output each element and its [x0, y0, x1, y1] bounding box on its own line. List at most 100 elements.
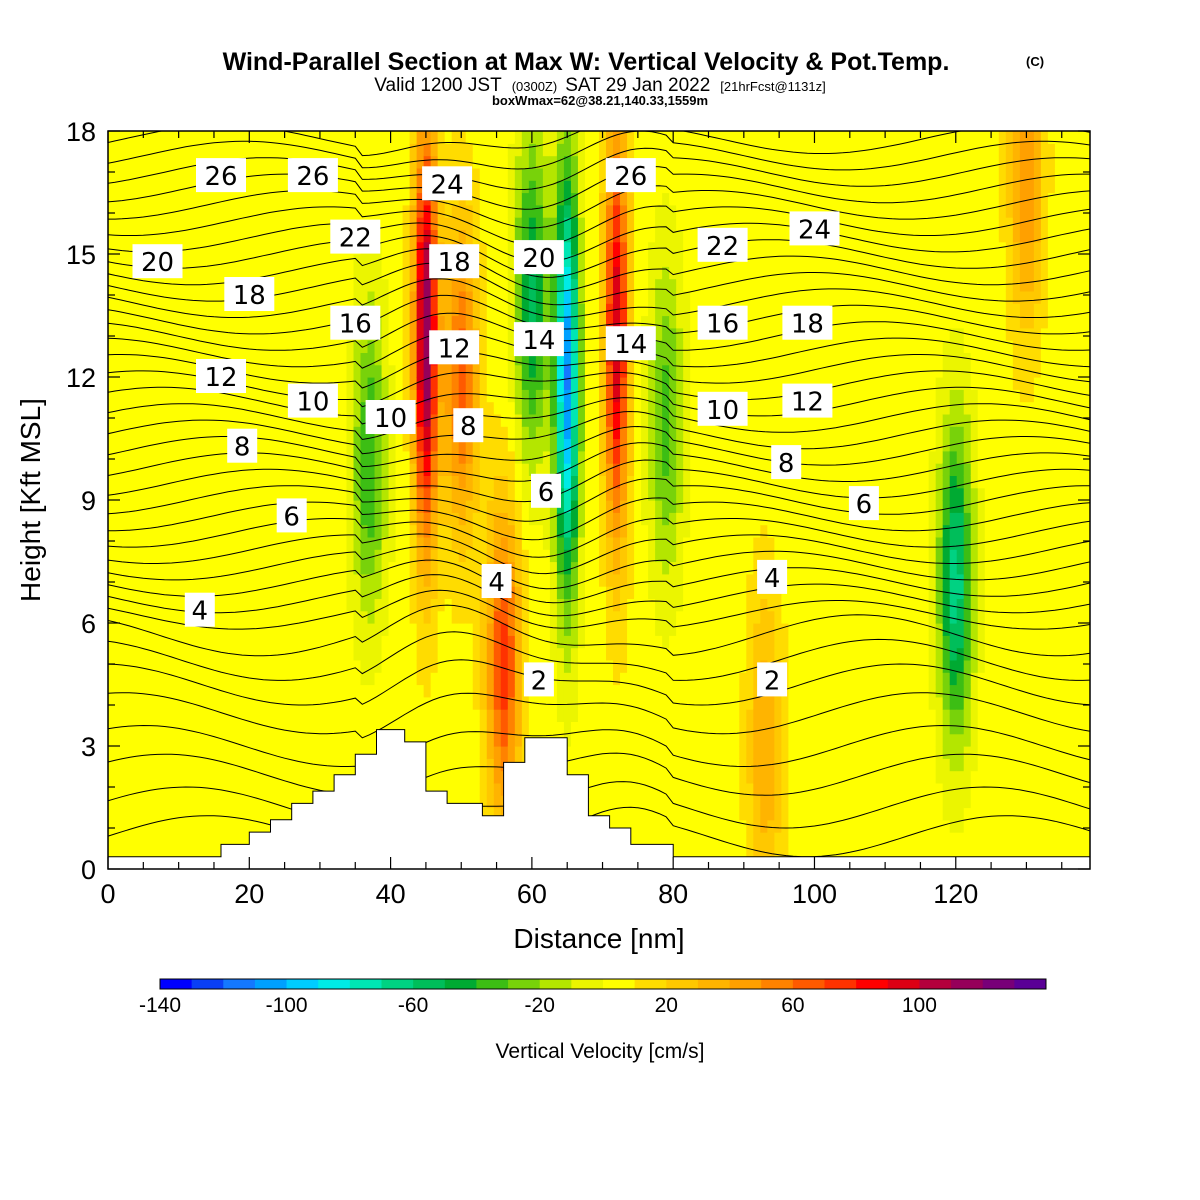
velocity-cell [171, 315, 179, 329]
velocity-cell [620, 512, 628, 526]
velocity-cell [220, 352, 228, 366]
velocity-cell [367, 586, 376, 599]
velocity-cell [136, 733, 144, 747]
velocity-cell [129, 746, 137, 759]
velocity-cell [591, 303, 600, 317]
velocity-cell [269, 647, 277, 661]
velocity-cell [591, 573, 600, 587]
velocity-cell [297, 561, 305, 575]
velocity-cell [108, 746, 116, 759]
velocity-cell [269, 598, 277, 612]
velocity-cell [606, 364, 614, 378]
velocity-cell [339, 758, 348, 772]
velocity-cell [437, 733, 446, 747]
velocity-cell [339, 487, 348, 501]
velocity-cell [641, 807, 649, 821]
velocity-cell [157, 413, 165, 427]
velocity-cell [683, 623, 691, 636]
velocity-cell [367, 389, 376, 403]
velocity-cell [304, 327, 313, 341]
velocity-cell [451, 610, 460, 624]
velocity-cell [115, 758, 123, 772]
velocity-cell [108, 500, 116, 513]
velocity-cell [283, 204, 291, 218]
velocity-cell [388, 303, 397, 317]
velocity-cell [367, 131, 376, 144]
velocity-cell [115, 241, 123, 255]
velocity-cell [234, 647, 242, 661]
velocity-cell [676, 303, 684, 317]
velocity-cell [563, 561, 572, 575]
velocity-cell [185, 832, 193, 845]
velocity-cell [164, 204, 172, 218]
velocity-cell [185, 241, 193, 255]
velocity-cell [613, 192, 621, 206]
velocity-cell [374, 512, 383, 526]
velocity-cell [325, 303, 334, 317]
velocity-cell [423, 610, 432, 624]
velocity-cell [171, 549, 179, 563]
velocity-cell [353, 413, 362, 427]
velocity-cell [514, 426, 523, 440]
velocity-cell [655, 254, 663, 267]
velocity-cell [185, 167, 193, 181]
velocity-cell [423, 340, 432, 353]
velocity-cell [332, 278, 341, 292]
velocity-cell [395, 254, 404, 267]
velocity-cell [521, 463, 530, 476]
velocity-cell [627, 450, 635, 464]
velocity-cell [507, 524, 516, 538]
velocity-cell [472, 377, 481, 390]
velocity-cell [472, 758, 481, 772]
velocity-cell [549, 217, 558, 230]
velocity-cell [676, 500, 684, 513]
velocity-cell [360, 623, 369, 636]
velocity-cell [143, 684, 151, 698]
velocity-cell [620, 598, 628, 612]
velocity-cell [304, 721, 313, 735]
velocity-cell [283, 241, 291, 255]
velocity-cell [136, 450, 144, 464]
velocity-cell [108, 315, 116, 329]
velocity-cell [199, 290, 207, 304]
velocity-cell [164, 364, 172, 378]
velocity-cell [500, 377, 509, 390]
velocity-cell [248, 487, 256, 501]
velocity-cell [339, 290, 348, 304]
velocity-cell [178, 807, 186, 821]
velocity-cell [395, 266, 404, 280]
velocity-cell [528, 401, 537, 415]
velocity-cell [437, 758, 446, 772]
velocity-cell [290, 647, 298, 661]
velocity-cell [346, 709, 355, 722]
velocity-cell [662, 229, 670, 243]
velocity-cell [332, 684, 341, 698]
velocity-cell [514, 610, 523, 624]
velocity-cell [486, 512, 495, 526]
velocity-cell [514, 352, 523, 366]
velocity-cell [136, 278, 144, 292]
velocity-cell [577, 266, 586, 280]
velocity-cell [227, 795, 235, 809]
velocity-cell [332, 672, 341, 686]
velocity-cell [676, 401, 684, 415]
velocity-cell [570, 672, 579, 686]
velocity-cell [220, 672, 228, 686]
velocity-cell [136, 524, 144, 538]
velocity-cell [325, 586, 334, 599]
velocity-cell [269, 549, 277, 563]
velocity-cell [472, 709, 481, 722]
velocity-cell [669, 659, 677, 673]
velocity-cell [584, 364, 593, 378]
velocity-cell [388, 500, 397, 513]
velocity-cell [500, 598, 509, 612]
velocity-cell [262, 204, 270, 218]
velocity-cell [360, 475, 369, 489]
velocity-cell [164, 635, 172, 649]
velocity-cell [374, 131, 383, 144]
velocity-cell [486, 352, 495, 366]
velocity-cell [500, 413, 509, 427]
velocity-cell [227, 389, 235, 403]
velocity-cell [143, 573, 151, 587]
velocity-cell [255, 709, 263, 722]
